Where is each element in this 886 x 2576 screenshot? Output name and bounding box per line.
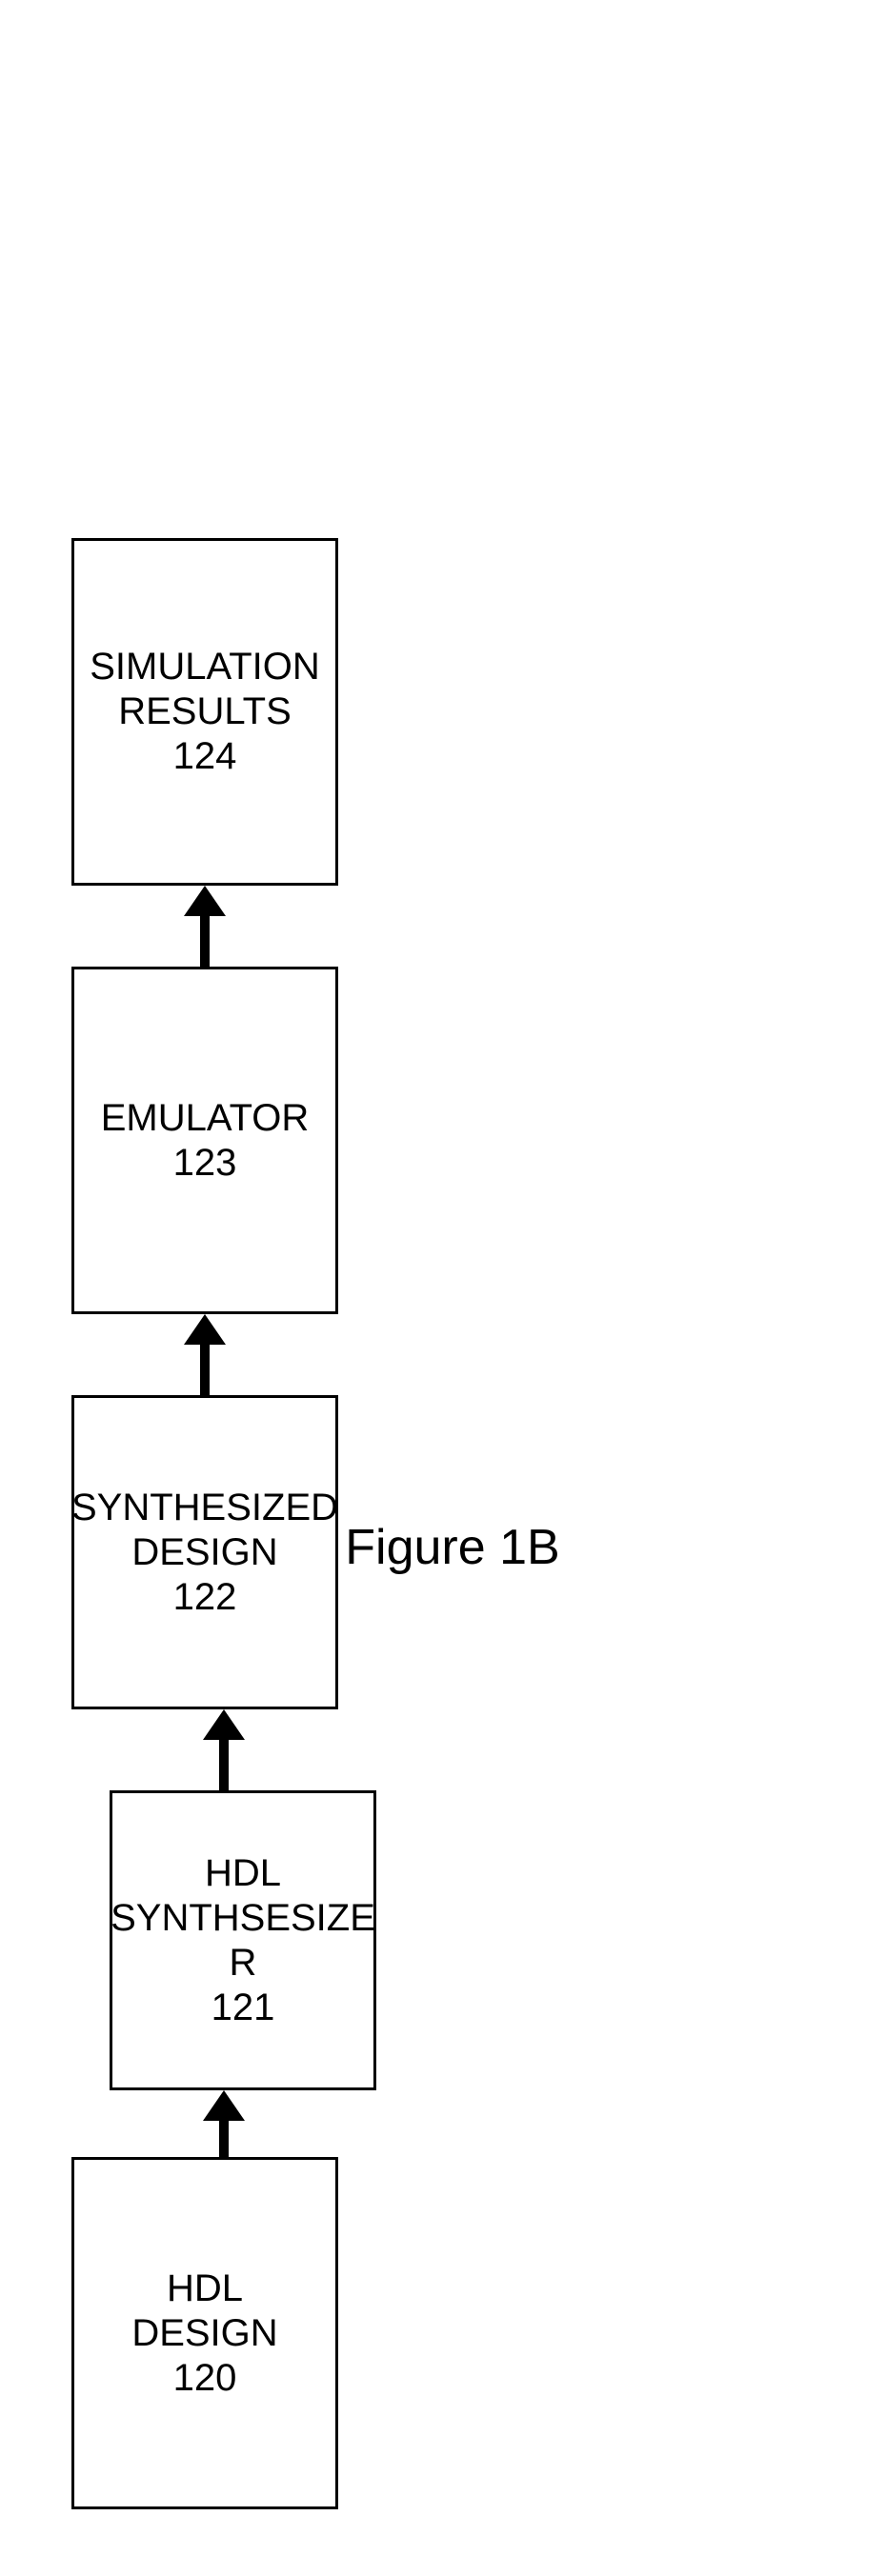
node-label-line: 123 xyxy=(173,1141,237,1186)
diagram-canvas: HDL DESIGN 120 HDL SYNTHSESIZE R 121 SYN… xyxy=(0,0,886,2576)
node-label-line: 120 xyxy=(173,2356,237,2401)
arrow-shaft xyxy=(219,2121,229,2157)
node-emulator: EMULATOR 123 xyxy=(71,967,338,1314)
node-label-line: RESULTS xyxy=(118,689,292,734)
node-label-line: 121 xyxy=(211,1986,275,2030)
arrow-head xyxy=(184,1314,226,1345)
node-label-line: SYNTHESIZED xyxy=(71,1486,338,1530)
node-simulation-results: SIMULATION RESULTS 124 xyxy=(71,538,338,886)
node-label-line: DESIGN xyxy=(131,2311,277,2356)
node-label-line: EMULATOR xyxy=(101,1096,310,1141)
node-label-line: DESIGN xyxy=(131,1530,277,1575)
node-label-line: 122 xyxy=(173,1575,237,1620)
arrow-shaft xyxy=(200,916,210,967)
node-label-line: SIMULATION xyxy=(90,645,320,689)
arrow-head xyxy=(203,1709,245,1740)
node-hdl-design: HDL DESIGN 120 xyxy=(71,2157,338,2509)
node-label-line: 124 xyxy=(173,734,237,779)
node-label-line: SYNTHSESIZE xyxy=(111,1896,375,1941)
node-synthesized-design: SYNTHESIZED DESIGN 122 xyxy=(71,1395,338,1709)
figure-caption: Figure 1B xyxy=(310,1519,595,1576)
node-label-line: HDL xyxy=(167,2266,243,2311)
node-hdl-synthesizer: HDL SYNTHSESIZE R 121 xyxy=(110,1790,376,2090)
node-label-line: HDL xyxy=(205,1851,281,1896)
arrow-head xyxy=(184,886,226,916)
arrow-shaft xyxy=(219,1740,229,1790)
arrow-shaft xyxy=(200,1345,210,1395)
node-label-line: R xyxy=(230,1941,257,1986)
arrow-head xyxy=(203,2090,245,2121)
